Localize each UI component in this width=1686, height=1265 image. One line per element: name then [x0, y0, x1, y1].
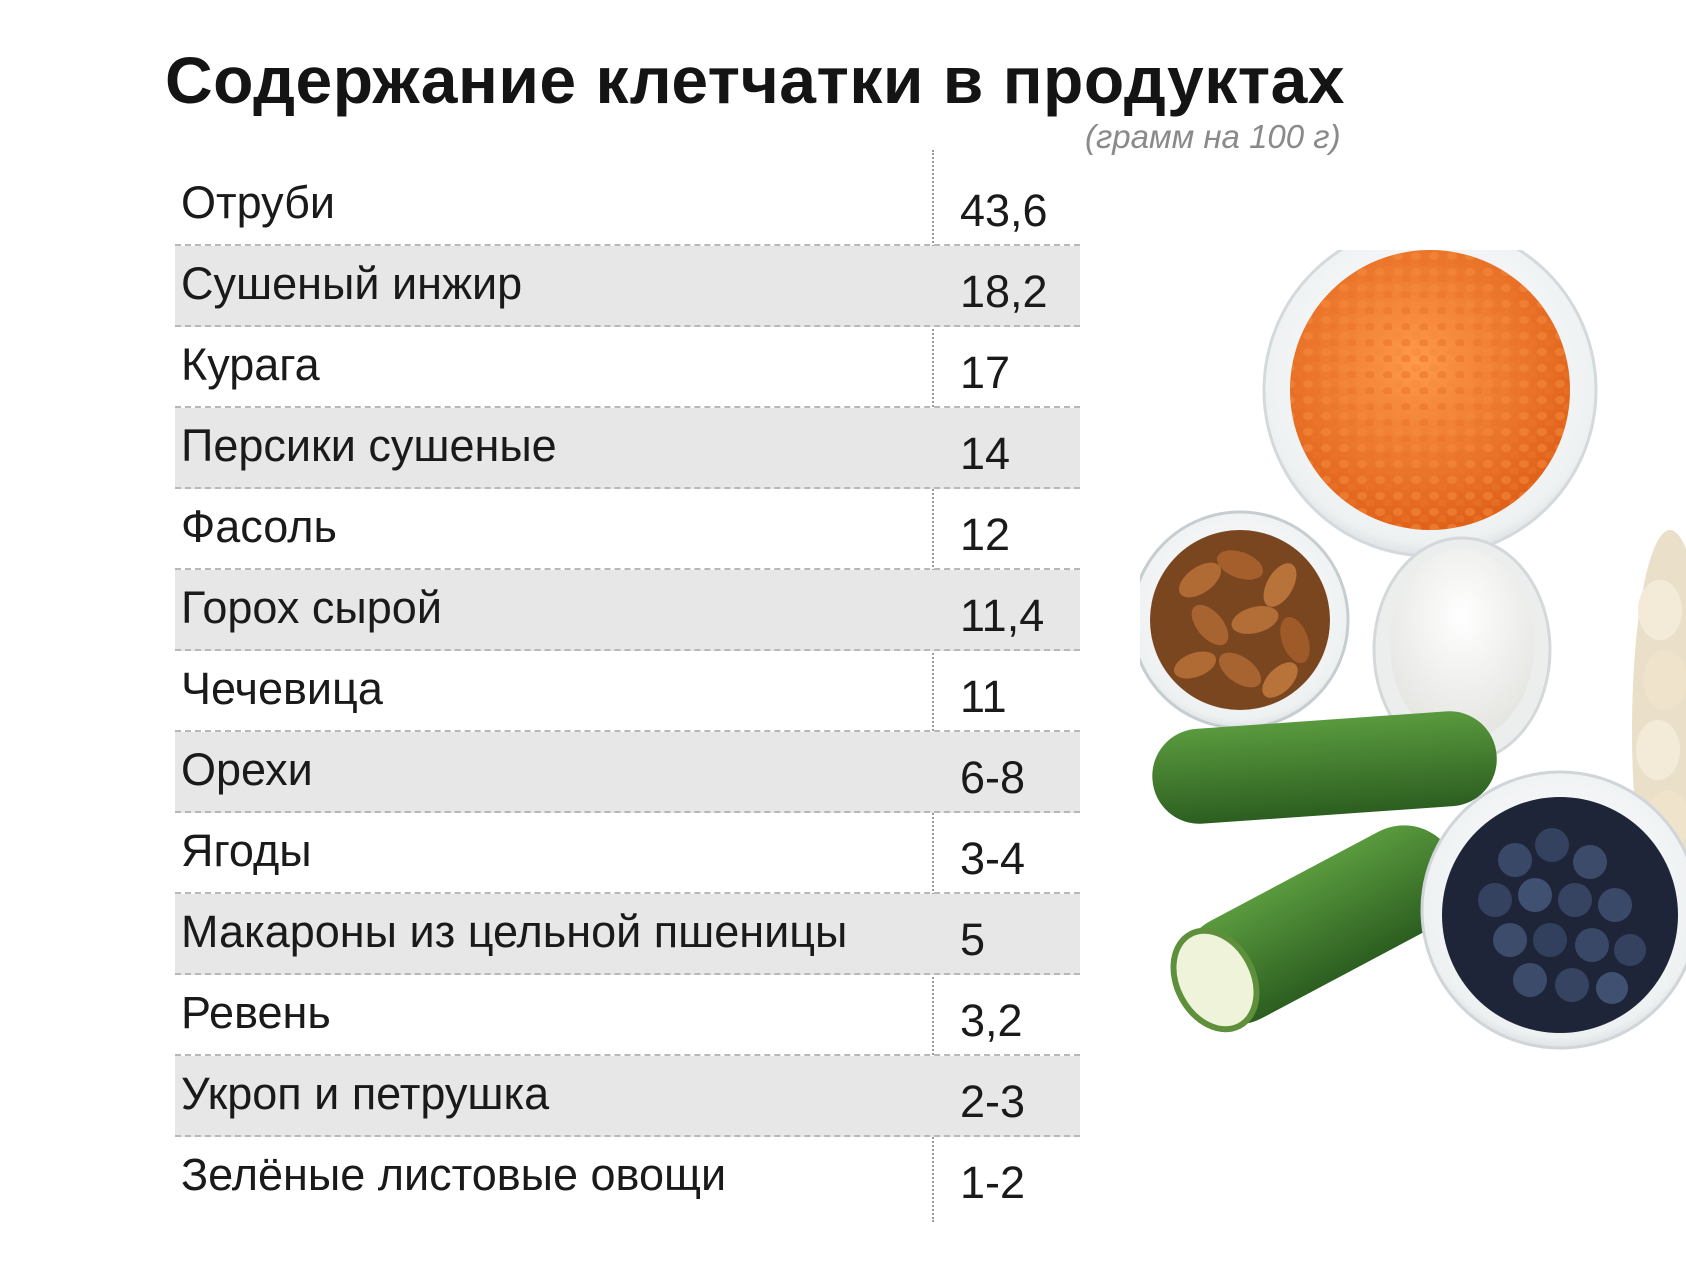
food-photo: [1140, 250, 1686, 1050]
fiber-value: 43,6: [960, 185, 1048, 236]
product-name: Ягоды: [181, 825, 312, 876]
table-row: Зелёные листовые овощи 1-2: [175, 1137, 1080, 1218]
table-row: Ревень 3,2: [175, 975, 1080, 1056]
fiber-value: 6-8: [960, 752, 1026, 803]
product-name: Отруби: [181, 177, 336, 228]
almond-bowl: [1140, 510, 1350, 730]
fiber-value: 17: [960, 347, 1011, 398]
fiber-value: 3,2: [960, 995, 1023, 1046]
table-row: Горох сырой 11,4: [175, 570, 1080, 651]
table-row: Орехи 6-8: [175, 732, 1080, 813]
fiber-value: 14: [960, 428, 1011, 479]
fiber-table: Отруби 43,6 Сушеный инжир 18,2 Курага 17…: [175, 165, 1080, 1218]
table-row: Чечевица 11: [175, 651, 1080, 732]
product-name: Зелёные листовые овощи: [181, 1149, 727, 1200]
product-name: Орехи: [181, 744, 313, 795]
product-name: Чечевица: [181, 663, 383, 714]
lentil-bowl: [1262, 250, 1598, 558]
fiber-value: 18,2: [960, 266, 1048, 317]
page-title: Содержание клетчатки в продуктах: [165, 43, 1345, 117]
fiber-value: 3-4: [960, 833, 1026, 884]
table-row: Ягоды 3-4: [175, 813, 1080, 894]
table-row: Курага 17: [175, 327, 1080, 408]
product-name: Укроп и петрушка: [181, 1068, 550, 1119]
cucumbers: [1152, 711, 1497, 1033]
table-row: Сушеный инжир 18,2: [175, 246, 1080, 327]
table-row: Фасоль 12: [175, 489, 1080, 570]
table-row: Персики сушеные 14: [175, 408, 1080, 489]
unit-subtitle: (грамм на 100 г): [1085, 118, 1341, 155]
fiber-value: 11,4: [960, 590, 1045, 641]
fiber-value: 5: [960, 914, 986, 965]
product-name: Персики сушеные: [181, 420, 557, 471]
column-divider: [932, 150, 934, 1222]
fiber-value: 12: [960, 509, 1011, 560]
product-name: Фасоль: [181, 501, 337, 552]
fiber-value: 2-3: [960, 1076, 1026, 1127]
blueberry-bowl: [1420, 770, 1686, 1050]
milk-jar: [1372, 536, 1552, 764]
table-row: Отруби 43,6: [175, 165, 1080, 246]
product-name: Ревень: [181, 987, 331, 1038]
table-row: Укроп и петрушка 2-3: [175, 1056, 1080, 1137]
product-name: Курага: [181, 339, 320, 390]
product-name: Макароны из цельной пшеницы: [181, 906, 848, 957]
product-name: Сушеный инжир: [181, 258, 523, 309]
fiber-value: 1-2: [960, 1157, 1026, 1208]
table-row: Макароны из цельной пшеницы 5: [175, 894, 1080, 975]
fiber-value: 11: [960, 671, 1007, 722]
product-name: Горох сырой: [181, 582, 442, 633]
